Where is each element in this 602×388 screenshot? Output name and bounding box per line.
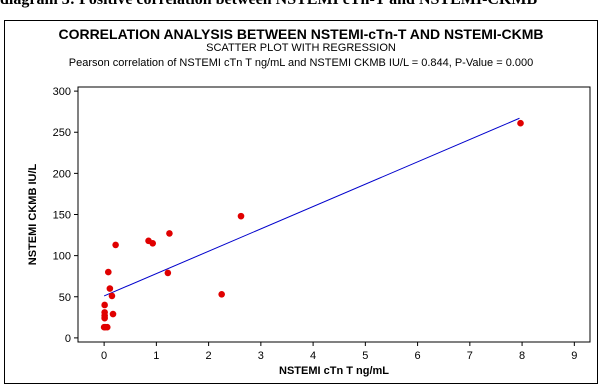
y-axis: 0 50 100 150 200 250 300: [53, 86, 78, 345]
y-axis-title: NSTEMI CKMB IU/L: [27, 164, 39, 266]
data-point: [166, 230, 173, 237]
data-point: [103, 323, 111, 331]
y-tick-label: 300: [53, 86, 71, 98]
data-point: [112, 241, 119, 249]
data-point: [108, 292, 116, 300]
regression-line: [103, 117, 520, 297]
data-point: [109, 310, 117, 318]
data-point: [517, 119, 524, 127]
chart-subtitle: SCATTER PLOT WITH REGRESSION: [206, 42, 396, 54]
x-tick-label: 0: [101, 350, 107, 362]
figure-caption: diagram 3: Positive correlation between …: [0, 0, 602, 11]
y-tick-label: 250: [53, 127, 71, 139]
y-tick-label: 0: [65, 333, 71, 345]
chart-frame: [4, 20, 598, 384]
y-tick-label: 100: [53, 251, 71, 263]
x-tick-label: 3: [258, 350, 264, 362]
x-tick-label: 2: [206, 350, 212, 362]
plot-area: [77, 86, 591, 343]
data-point: [101, 309, 108, 316]
data-point: [105, 268, 112, 276]
chart-title: CORRELATION ANALYSIS BETWEEN NSTEMI-cTn-…: [58, 26, 544, 42]
data-point: [149, 239, 157, 247]
y-tick-label: 50: [59, 292, 71, 304]
x-tick-label: 9: [571, 350, 577, 362]
y-tick-label: 200: [53, 168, 71, 180]
data-points: [100, 119, 524, 331]
y-tick-label: 150: [53, 210, 71, 222]
x-tick-label: 5: [362, 350, 368, 362]
data-point: [218, 290, 225, 298]
data-point: [237, 212, 245, 220]
data-point: [106, 285, 114, 292]
x-tick-label: 4: [310, 350, 316, 362]
x-tick-label: 6: [415, 350, 421, 362]
data-point: [164, 269, 172, 277]
x-tick-label: 8: [519, 350, 525, 362]
x-tick-label: 1: [153, 350, 159, 362]
x-tick-label: 7: [467, 350, 473, 362]
correlation-annotation: Pearson correlation of NSTEMI cTn T ng/m…: [68, 57, 534, 69]
data-point: [101, 301, 108, 309]
x-axis-title: NSTEMI cTn T ng/mL: [279, 365, 389, 377]
x-axis: 0 1 2 3 4 5 6 7 8 9: [101, 342, 577, 362]
